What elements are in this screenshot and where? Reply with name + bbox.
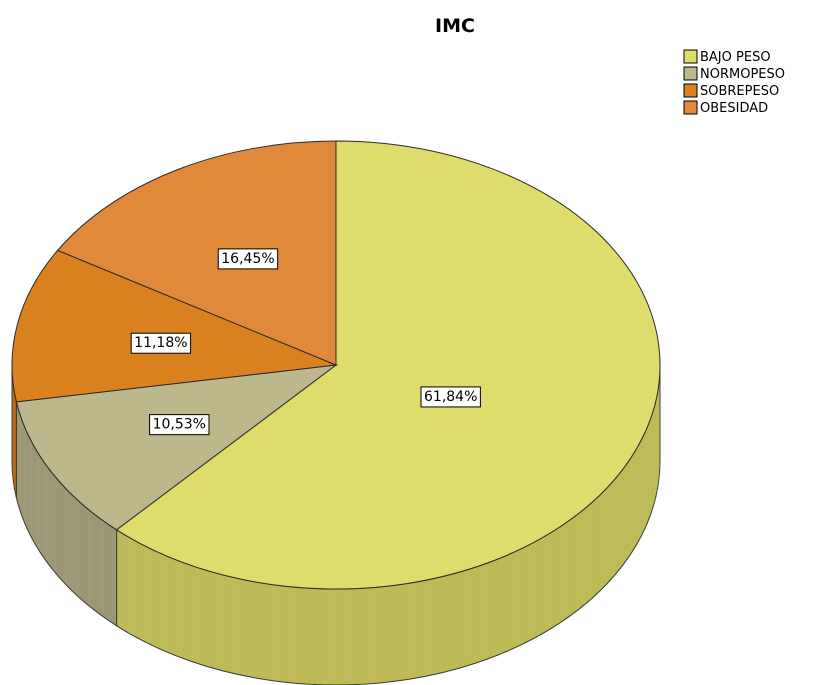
chart-title: IMC (435, 15, 475, 37)
pie-slice-normopeso (15, 364, 338, 531)
data-labels: 61,84% 10,53% 11,18% 16,45% (130, 248, 481, 436)
legend-label: OBESIDAD (700, 101, 768, 116)
legend-label: BAJO PESO (700, 50, 771, 65)
data-label-box (149, 414, 210, 436)
pie-slice-bajo-peso (115, 140, 661, 590)
pie-slice-sobrepeso (11, 249, 338, 403)
legend: BAJO PESO NORMOPESO SOBREPESO OBESIDAD (683, 49, 785, 116)
legend-item-sobrepeso: SOBREPESO (683, 83, 779, 99)
data-label-text: 16,45% (221, 251, 274, 267)
legend-swatch (683, 66, 698, 81)
data-label-box (130, 332, 192, 354)
legend-label: NORMOPESO (700, 67, 785, 82)
data-label-box (217, 248, 279, 270)
data-label-text: 10,53% (153, 417, 206, 433)
data-label-bajo-peso: 61,84% (420, 386, 481, 408)
data-label-obesidad: 16,45% (217, 248, 279, 270)
data-label-normopeso: 10,53% (149, 414, 210, 436)
pie-slice-obesidad (56, 140, 337, 366)
legend-swatch (683, 49, 698, 64)
data-label-sobrepeso: 11,18% (130, 332, 192, 354)
legend-swatch (683, 100, 698, 115)
legend-label: SOBREPESO (700, 84, 779, 99)
legend-item-bajo-peso: BAJO PESO (683, 49, 771, 65)
data-label-text: 11,18% (134, 335, 187, 351)
data-label-text: 61,84% (424, 389, 477, 405)
data-label-box (420, 386, 481, 408)
legend-item-normopeso: NORMOPESO (683, 66, 785, 82)
legend-swatch (683, 83, 698, 98)
pie-layer (11, 140, 661, 685)
legend-item-obesidad: OBESIDAD (683, 100, 768, 116)
